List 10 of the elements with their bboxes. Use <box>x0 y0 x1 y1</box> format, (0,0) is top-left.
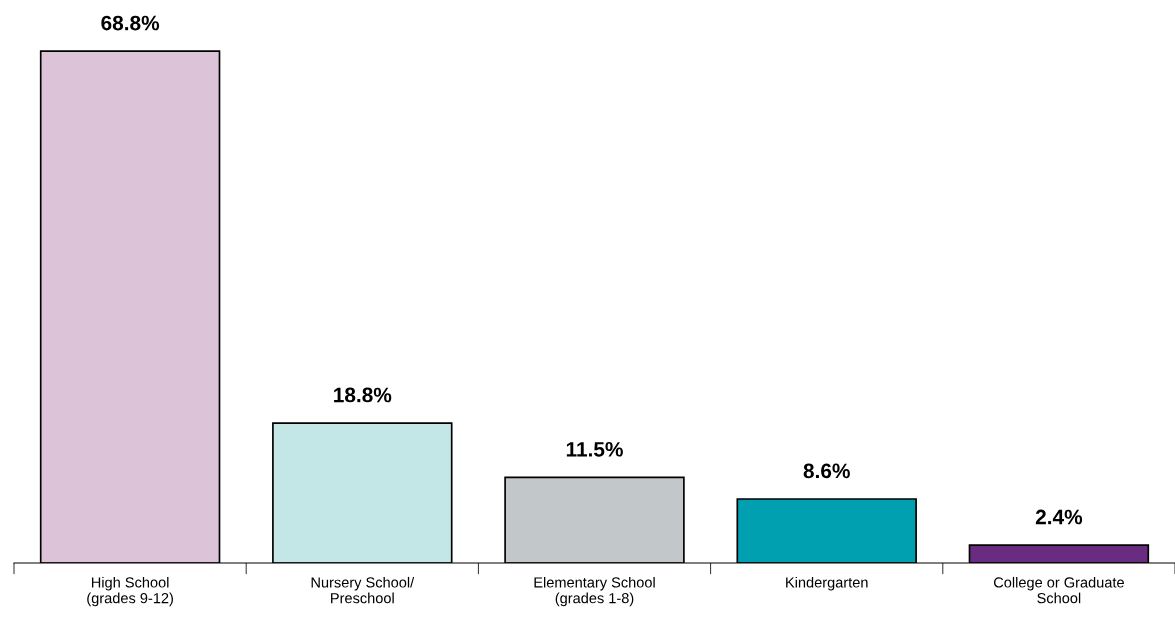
data-label: 2.4% <box>1035 509 1083 525</box>
data-label: 11.5% <box>566 441 623 457</box>
data-label: 8.6% <box>803 463 850 479</box>
x-tick-label: College or Graduate School <box>993 576 1124 604</box>
x-tick-label: Elementary School (grades 1-8) <box>534 576 655 607</box>
x-tick-label: Kindergarten <box>786 576 868 591</box>
x-tick-label: High School (grades 9-12) <box>87 576 173 607</box>
x-tick-label: Nursery School/ Preschool <box>311 576 415 604</box>
data-label: 68.8% <box>101 15 160 31</box>
data-label: 18.8% <box>334 387 392 403</box>
